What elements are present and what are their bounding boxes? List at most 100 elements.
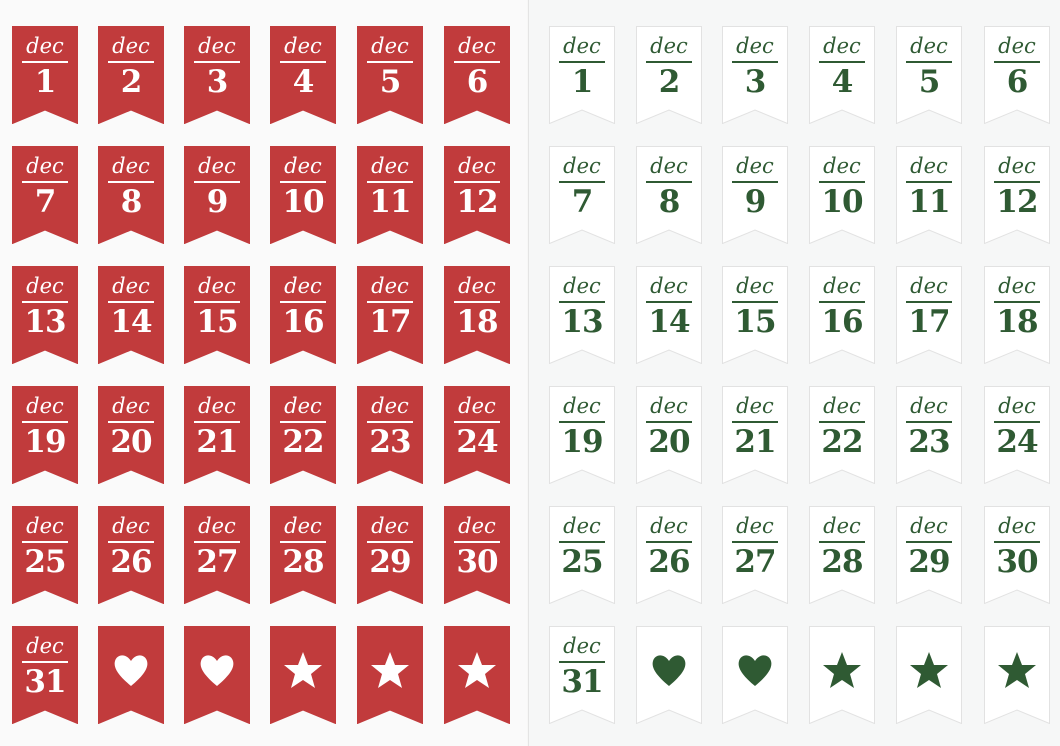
divider-line — [559, 541, 605, 543]
flag-shape — [270, 506, 336, 604]
day-number: 16 — [282, 304, 324, 340]
flag-shape — [270, 146, 336, 244]
divider-line — [732, 61, 778, 63]
day-number: 1 — [34, 64, 57, 100]
day-number: 19 — [561, 424, 603, 460]
month-label: dec — [458, 394, 496, 418]
divider-line — [994, 421, 1040, 423]
day-number: 12 — [996, 184, 1038, 220]
day-number: 3 — [744, 64, 767, 100]
divider-line — [22, 181, 68, 183]
day-number: 13 — [561, 304, 603, 340]
day-number: 28 — [821, 544, 863, 580]
flag-shape — [184, 146, 250, 244]
sticker-dec-26: dec 26 — [636, 506, 702, 604]
divider-line — [454, 181, 500, 183]
flag-shape — [184, 266, 250, 364]
month-label: dec — [910, 274, 948, 298]
month-label: dec — [198, 154, 236, 178]
month-label: dec — [112, 274, 150, 298]
flag-shape — [98, 26, 164, 124]
month-label: dec — [823, 154, 861, 178]
sticker-dec-20: dec 20 — [636, 386, 702, 484]
divider-line — [819, 181, 865, 183]
month-label: dec — [736, 274, 774, 298]
divider-line — [646, 61, 692, 63]
day-number: 23 — [908, 424, 950, 460]
sticker-dec-16: dec 16 — [809, 266, 875, 364]
month-label: dec — [371, 274, 409, 298]
month-label: dec — [26, 394, 64, 418]
divider-line — [367, 541, 413, 543]
month-label: dec — [563, 514, 601, 538]
month-label: dec — [563, 34, 601, 58]
flag-shape — [896, 146, 962, 244]
month-label: dec — [371, 154, 409, 178]
divider-line — [367, 301, 413, 303]
divider-line — [22, 541, 68, 543]
divider-line — [108, 541, 154, 543]
month-label: dec — [458, 154, 496, 178]
month-label: dec — [112, 154, 150, 178]
month-label: dec — [371, 514, 409, 538]
month-label: dec — [458, 34, 496, 58]
sticker-dec-25: dec 25 — [549, 506, 615, 604]
day-number: 15 — [734, 304, 776, 340]
flag-shape — [809, 266, 875, 364]
flag-shape — [357, 26, 423, 124]
flag-shape — [444, 146, 510, 244]
sticker-dec-13: dec 13 — [12, 266, 78, 364]
star-icon — [371, 652, 409, 688]
divider-line — [454, 61, 500, 63]
day-number: 2 — [658, 64, 681, 100]
day-number: 8 — [658, 184, 681, 220]
divider-line — [108, 61, 154, 63]
star-icon — [998, 652, 1036, 688]
divider-line — [22, 421, 68, 423]
sticker-dec-11: dec 11 — [896, 146, 962, 244]
divider-line — [367, 421, 413, 423]
month-label: dec — [284, 154, 322, 178]
heart-icon — [738, 655, 772, 686]
day-number: 18 — [456, 304, 498, 340]
month-label: dec — [198, 514, 236, 538]
sticker-dec-19: dec 19 — [549, 386, 615, 484]
sticker-dec-16: dec 16 — [270, 266, 336, 364]
sticker-dec-20: dec 20 — [98, 386, 164, 484]
sticker-dec-1: dec 1 — [549, 26, 615, 124]
flag-shape — [549, 506, 615, 604]
flag-shape — [549, 26, 615, 124]
flag-shape — [98, 266, 164, 364]
divider-line — [280, 61, 326, 63]
flag-shape — [636, 146, 702, 244]
divider-line — [194, 181, 240, 183]
divider-line — [732, 301, 778, 303]
sticker-star — [809, 626, 875, 724]
divider-line — [194, 541, 240, 543]
sticker-dec-3: dec 3 — [722, 26, 788, 124]
day-number: 6 — [1006, 64, 1029, 100]
divider-line — [646, 421, 692, 423]
sticker-dec-12: dec 12 — [984, 146, 1050, 244]
sticker-dec-15: dec 15 — [184, 266, 250, 364]
flag-shape — [984, 386, 1050, 484]
day-number: 17 — [369, 304, 411, 340]
sticker-dec-21: dec 21 — [722, 386, 788, 484]
sticker-dec-7: dec 7 — [12, 146, 78, 244]
red-sticker-sheet: dec 1 dec 2 dec 3 dec 4 dec 5 dec 6 dec 7 dec 8 dec 9 dec 1… — [0, 0, 527, 746]
day-number: 13 — [24, 304, 66, 340]
sticker-dec-10: dec 10 — [809, 146, 875, 244]
sticker-dec-2: dec 2 — [98, 26, 164, 124]
sticker-dec-6: dec 6 — [444, 26, 510, 124]
divider-line — [194, 61, 240, 63]
flag-shape — [270, 386, 336, 484]
sticker-dec-12: dec 12 — [444, 146, 510, 244]
day-number: 9 — [744, 184, 767, 220]
day-number: 14 — [648, 304, 690, 340]
flag-shape — [12, 386, 78, 484]
sticker-dec-27: dec 27 — [722, 506, 788, 604]
day-number: 24 — [456, 424, 498, 460]
flag-shape — [357, 146, 423, 244]
day-number: 21 — [196, 424, 238, 460]
flag-shape — [809, 26, 875, 124]
